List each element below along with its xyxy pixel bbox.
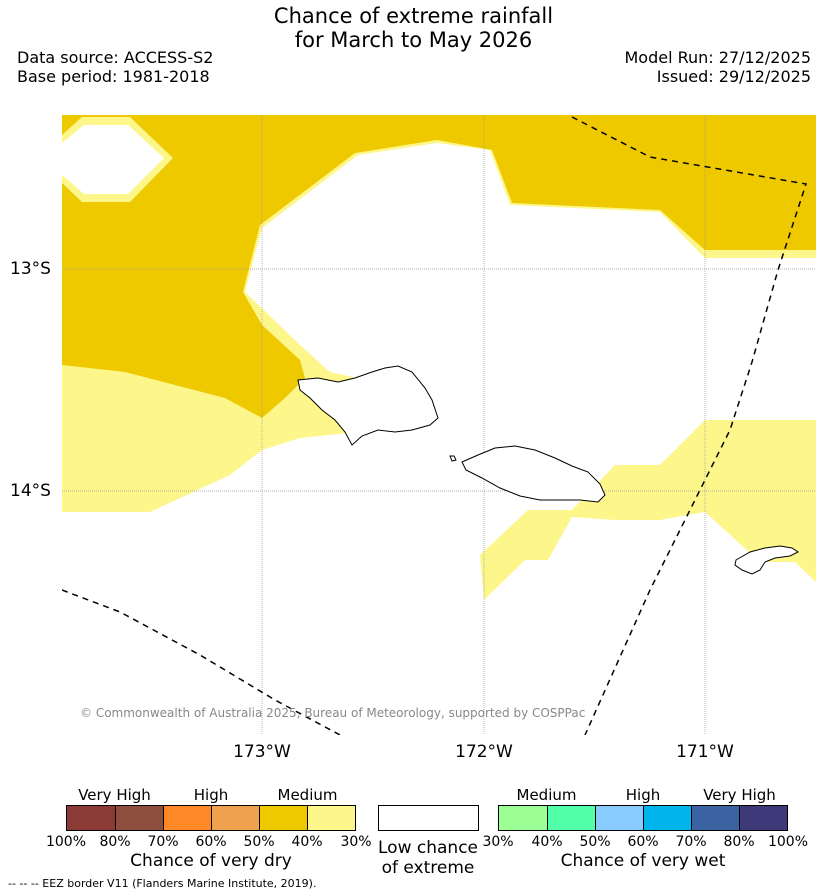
wet-tick-80: 80% (723, 834, 755, 850)
issued-date: Issued: 29/12/2025 (656, 67, 811, 86)
dry-tick-50: 50% (243, 834, 275, 850)
low-chance-swatch (378, 805, 479, 831)
dry-medium-region (62, 115, 816, 418)
dry-header-medium: Medium (277, 786, 338, 804)
dry-swatch-60-70 (163, 805, 212, 831)
wet-tick-50: 50% (579, 834, 611, 850)
dry-swatch-70-80 (115, 805, 164, 831)
source-info: Data source: ACCESS-S2 Base period: 1981… (17, 48, 213, 86)
dry-tick-60: 60% (195, 834, 227, 850)
wet-swatch-30-40 (498, 805, 548, 831)
dry-tick-30: 30% (340, 834, 372, 850)
lon-label-173w: 173°W (233, 742, 291, 762)
dry-header-very-high: Very High (78, 786, 151, 804)
base-period: Base period: 1981-2018 (17, 67, 210, 86)
low-chance-caption-line-2: of extreme (381, 858, 475, 878)
wet-tick-100: 100% (767, 834, 809, 850)
wet-tick-70: 70% (675, 834, 707, 850)
low-chance-region (315, 212, 816, 600)
dry-tick-40: 40% (291, 834, 323, 850)
eez-border (62, 116, 807, 735)
upolu-island (461, 445, 606, 503)
wet-swatch-40-50 (547, 805, 596, 831)
dry-low-east-region (480, 420, 816, 600)
wet-tick-30: 30% (482, 834, 514, 850)
dry-swatch-40-50 (259, 805, 308, 831)
data-source: Data source: ACCESS-S2 (17, 48, 214, 67)
low-chance-caption: Low chance of extreme (368, 838, 488, 878)
wet-swatch-60-70 (643, 805, 692, 831)
model-run: Model Run: 27/12/2025 (624, 48, 812, 67)
wet-tick-60: 60% (627, 834, 659, 850)
wet-header-medium: Medium (516, 786, 577, 804)
run-info: Model Run: 27/12/2025 Issued: 29/12/2025 (625, 48, 812, 86)
low-chance-hole-inner (62, 125, 164, 194)
lat-label-13s: 13°S (10, 259, 51, 279)
dry-tick-100: 100% (45, 834, 87, 850)
wet-tick-40: 40% (531, 834, 563, 850)
wet-swatch-70-80 (691, 805, 740, 831)
dry-swatch-30-40 (307, 805, 356, 831)
dry-header-high: High (193, 786, 229, 804)
lon-label-172w: 172°W (455, 742, 513, 762)
dry-tick-80: 80% (99, 834, 131, 850)
wet-swatch-80-100 (739, 805, 788, 831)
map-title: Chance of extreme rainfall for March to … (0, 4, 827, 52)
tutuila-island (734, 545, 799, 575)
dry-tick-70: 70% (147, 834, 179, 850)
dry-swatch-50-60 (211, 805, 260, 831)
low-chance-caption-line-1: Low chance (378, 838, 478, 858)
dry-caption: Chance of very dry (130, 851, 292, 871)
savaii-island (297, 365, 439, 446)
title-line-1: Chance of extreme rainfall (273, 4, 554, 28)
copyright-notice: © Commonwealth of Australia 2025, Bureau… (80, 706, 586, 720)
dry-swatch-80-100 (66, 805, 116, 831)
wet-caption: Chance of very wet (560, 851, 726, 871)
graticule (62, 115, 816, 735)
wet-swatch-50-60 (595, 805, 644, 831)
manono-islet (449, 455, 457, 462)
lon-label-171w: 171°W (676, 742, 734, 762)
wet-header-high: High (625, 786, 661, 804)
lat-label-14s: 14°S (10, 481, 51, 501)
wet-header-very-high: Very High (703, 786, 776, 804)
title-line-2: for March to May 2026 (294, 28, 533, 52)
eez-footnote: -- -- -- EEZ border V11 (Flanders Marine… (8, 877, 317, 890)
